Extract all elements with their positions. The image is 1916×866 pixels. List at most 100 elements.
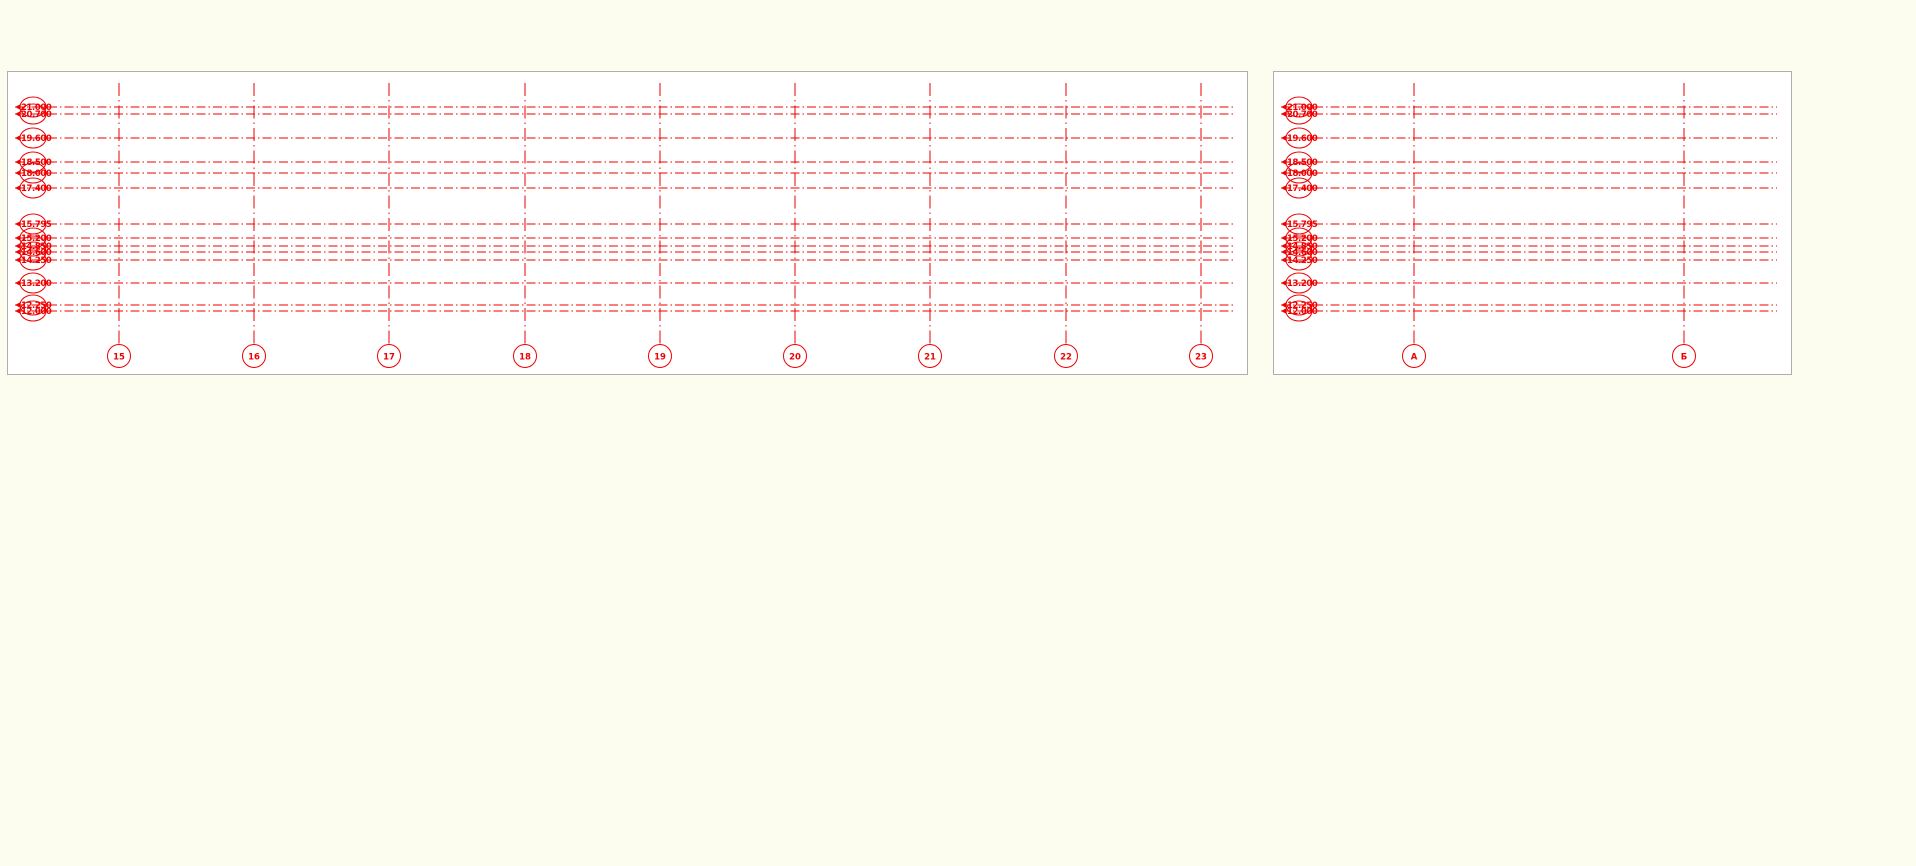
level-elevation-label: 21.000 — [21, 103, 52, 113]
level-head-bubble — [1285, 241, 1313, 263]
level-marker[interactable]: 14.850 — [1281, 235, 1777, 257]
level-elevation-label: 19.600 — [1287, 134, 1318, 144]
grid-bubble-label: 18 — [519, 353, 531, 363]
level-elevation-label: 14.600 — [21, 248, 52, 258]
elevation-view-left[interactable]: 15 16 17 18 19 20 21 22 23 21.000 20.700 19.600 18.5… — [7, 71, 1248, 375]
grid-line[interactable]: 18 — [513, 83, 537, 368]
grid-bubble — [242, 344, 266, 368]
grid-line[interactable]: 15 — [107, 83, 131, 368]
grid-bubble-label: 19 — [654, 353, 666, 363]
level-head-bubble — [1285, 162, 1313, 184]
level-arrow-icon — [1281, 308, 1286, 314]
level-arrow-icon — [15, 104, 20, 110]
level-arrow-icon — [15, 135, 20, 141]
level-marker[interactable]: 13.200 — [15, 272, 1233, 294]
level-marker[interactable]: 15.200 — [15, 227, 1233, 249]
level-marker[interactable]: 14.250 — [1281, 249, 1777, 271]
level-elevation-label: 15.795 — [21, 220, 52, 230]
level-arrow-icon — [1281, 243, 1286, 249]
level-elevation-label: 12.250 — [21, 301, 52, 311]
level-arrow-icon — [15, 185, 20, 191]
level-arrow-icon — [1281, 185, 1286, 191]
level-elevation-label: 17.400 — [21, 184, 52, 194]
level-marker[interactable]: 12.250 — [15, 294, 1233, 316]
grid-bubble-label: 21 — [924, 353, 936, 363]
level-marker[interactable]: 17.400 — [15, 177, 1233, 199]
level-head-bubble — [19, 96, 47, 118]
level-arrow-icon — [1281, 249, 1286, 255]
grid-bubble — [783, 344, 807, 368]
level-arrow-icon — [15, 257, 20, 263]
level-elevation-label: 14.850 — [1287, 242, 1318, 252]
level-marker[interactable]: 12.000 — [15, 300, 1233, 322]
level-marker[interactable]: 17.400 — [1281, 177, 1777, 199]
level-marker[interactable]: 14.250 — [15, 249, 1233, 271]
level-marker[interactable]: 18.000 — [1281, 162, 1777, 184]
level-arrow-icon — [15, 170, 20, 176]
level-marker[interactable]: 12.250 — [1281, 294, 1777, 316]
level-elevation-label: 14.850 — [21, 242, 52, 252]
level-marker[interactable]: 20.700 — [1281, 103, 1777, 125]
grid-bubble-label: 20 — [789, 353, 801, 363]
grid-bubble-label: 15 — [113, 353, 125, 363]
level-arrow-icon — [1281, 111, 1286, 117]
level-marker[interactable]: 21.000 — [15, 96, 1233, 118]
level-head-bubble — [1285, 177, 1313, 199]
level-head-bubble — [19, 177, 47, 199]
level-marker[interactable]: 13.200 — [1281, 272, 1777, 294]
level-marker[interactable]: 15.200 — [1281, 227, 1777, 249]
level-marker[interactable]: 18.500 — [15, 151, 1233, 173]
grid-bubble — [1189, 344, 1213, 368]
level-head-bubble — [1285, 227, 1313, 249]
level-marker[interactable]: 19.600 — [15, 127, 1233, 149]
grid-bubble-label: 17 — [383, 353, 395, 363]
level-elevation-label: 14.600 — [1287, 248, 1318, 258]
grid-line[interactable]: 19 — [648, 83, 672, 368]
elevation-view-right[interactable]: А Б 21.000 20.700 19.600 18.500 18.000 17.400 15… — [1273, 71, 1792, 375]
level-marker[interactable]: 18.500 — [1281, 151, 1777, 173]
grid-line[interactable]: Б — [1672, 83, 1696, 368]
level-marker[interactable]: 15.795 — [1281, 213, 1777, 235]
level-head-bubble — [1285, 96, 1313, 118]
level-arrow-icon — [15, 302, 20, 308]
level-head-bubble — [1285, 272, 1313, 294]
grid-bubble — [1054, 344, 1078, 368]
level-arrow-icon — [1281, 221, 1286, 227]
level-marker[interactable]: 14.600 — [15, 241, 1233, 263]
level-head-bubble — [1285, 213, 1313, 235]
level-arrow-icon — [15, 235, 20, 241]
level-elevation-label: 15.795 — [1287, 220, 1318, 230]
level-arrow-icon — [1281, 280, 1286, 286]
grid-line[interactable]: 17 — [377, 83, 401, 368]
level-head-bubble — [19, 227, 47, 249]
level-marker[interactable]: 14.850 — [15, 235, 1233, 257]
level-elevation-label: 13.200 — [1287, 279, 1318, 289]
level-marker[interactable]: 12.000 — [1281, 300, 1777, 322]
level-marker[interactable]: 20.700 — [15, 103, 1233, 125]
level-arrow-icon — [15, 221, 20, 227]
level-arrow-icon — [1281, 170, 1286, 176]
grid-line[interactable]: 23 — [1189, 83, 1213, 368]
grid-line[interactable]: 21 — [918, 83, 942, 368]
grid-bubble — [1672, 344, 1696, 368]
level-elevation-label: 14.250 — [1287, 256, 1318, 266]
level-arrow-icon — [1281, 235, 1286, 241]
grid-line[interactable]: А — [1402, 83, 1426, 368]
level-arrow-icon — [15, 249, 20, 255]
level-head-bubble — [19, 300, 47, 322]
grid-line[interactable]: 22 — [1054, 83, 1078, 368]
level-arrow-icon — [1281, 159, 1286, 165]
level-elevation-label: 17.400 — [1287, 184, 1318, 194]
grid-bubble — [107, 344, 131, 368]
level-marker[interactable]: 14.600 — [1281, 241, 1777, 263]
level-marker[interactable]: 18.000 — [15, 162, 1233, 184]
level-marker[interactable]: 21.000 — [1281, 96, 1777, 118]
level-marker[interactable]: 19.600 — [1281, 127, 1777, 149]
grid-line[interactable]: 16 — [242, 83, 266, 368]
level-marker[interactable]: 15.795 — [15, 213, 1233, 235]
grid-line[interactable]: 20 — [783, 83, 807, 368]
grid-bubble — [377, 344, 401, 368]
level-head-bubble — [19, 272, 47, 294]
